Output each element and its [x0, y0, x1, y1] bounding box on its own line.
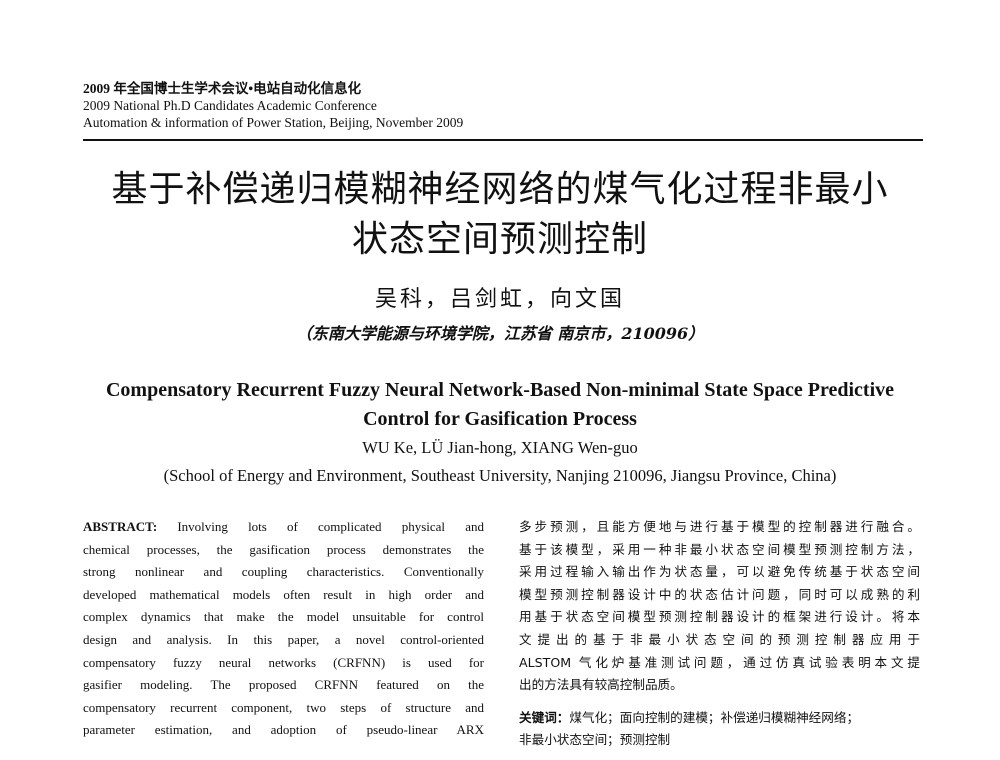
header-line: 2009 年全国博士生学术会议•电站自动化信息化 [83, 81, 362, 96]
abstract-line: chemical processes, the gasification pro… [83, 541, 484, 557]
keywords-line: 非最小状态空间；预测控制 [519, 732, 671, 748]
authors-en: WU Ke, LÜ Jian-hong, XIANG Wen-guo [362, 438, 638, 457]
abstract-line: ALSTOM 气化炉基准测试问题，通过仿真试验表明本文提 [519, 654, 920, 670]
abstract-line: 模型预测控制器设计中的状态估计问题，同时可以成熟的利 [519, 586, 920, 602]
conference-header: 2009 年全国博士生学术会议•电站自动化信息化 2009 National P… [83, 80, 463, 131]
abstract-line: 基于该模型，采用一种非最小状态空间模型预测控制方法， [519, 541, 920, 557]
abstract-line: compensatory recurrent component, two st… [83, 699, 484, 715]
abstract-line: complex dynamics that make the model uns… [83, 609, 484, 625]
abstract-line: 用基于状态空间模型预测控制器设计的框架进行设计。将本 [519, 609, 920, 625]
abstract-cn: 多步预测，且能方便地与进行基于模型的控制器进行融合。 基于该模型，采用一种非最小… [519, 516, 920, 752]
title-line: Control for Gasification Process [363, 408, 637, 430]
abstract-label: ABSTRACT: [83, 519, 158, 534]
abstract-line: ABSTRACT: Involving lots of complicated … [83, 516, 484, 539]
abstract-en: ABSTRACT: Involving lots of complicated … [83, 516, 484, 742]
abstract-line: developed mathematical models often resu… [83, 586, 484, 602]
title-line: 基于补偿递归模糊神经网络的煤气化过程非最小 [111, 169, 889, 210]
abstract-line: strong nonlinear and coupling characteri… [83, 564, 484, 580]
title-cn: 基于补偿递归模糊神经网络的煤气化过程非最小 状态空间预测控制 [0, 165, 1000, 265]
title-line: 状态空间预测控制 [351, 219, 648, 260]
header-rule [83, 139, 923, 141]
keywords-text: 煤气化；面向控制的建模；补偿递归模糊神经网络； [569, 709, 860, 725]
affiliation-en: (School of Energy and Environment, South… [163, 466, 837, 485]
title-line: Compensatory Recurrent Fuzzy Neural Netw… [105, 379, 895, 401]
header-line: Automation & information of Power Statio… [83, 115, 464, 130]
abstract-line: gasifier modeling. The proposed CRFNN fe… [83, 677, 484, 693]
abstract-line: 采用过程输入输出作为状态量，可以避免传统基于状态空间 [519, 564, 920, 580]
header-line: 2009 National Ph.D Candidates Academic C… [83, 98, 377, 113]
abstract-line: compensatory fuzzy neural networks (CRFN… [83, 654, 484, 670]
authors-cn: 吴科，吕剑虹，向文国 [374, 287, 625, 312]
abstract-line: 文提出的基于非最小状态空间的预测控制器应用于 [519, 631, 920, 647]
affiliation-cn: （东南大学能源与环境学院，江苏省 南京市，210096） [295, 324, 705, 343]
abstract-text: Involving lots of complicated physical a… [177, 519, 484, 534]
keywords-label: 关键词： [519, 709, 570, 725]
title-en: Compensatory Recurrent Fuzzy Neural Netw… [0, 376, 1000, 434]
abstract-line: design and analysis. In this paper, a no… [83, 631, 484, 647]
abstract-line: 出的方法具有较高控制品质。 [519, 677, 683, 693]
abstract-line: 多步预测，且能方便地与进行基于模型的控制器进行融合。 [519, 519, 920, 534]
keywords-line: 关键词：煤气化；面向控制的建模；补偿递归模糊神经网络； [519, 707, 920, 730]
abstract-line: parameter estimation, and adoption of ps… [83, 722, 484, 738]
